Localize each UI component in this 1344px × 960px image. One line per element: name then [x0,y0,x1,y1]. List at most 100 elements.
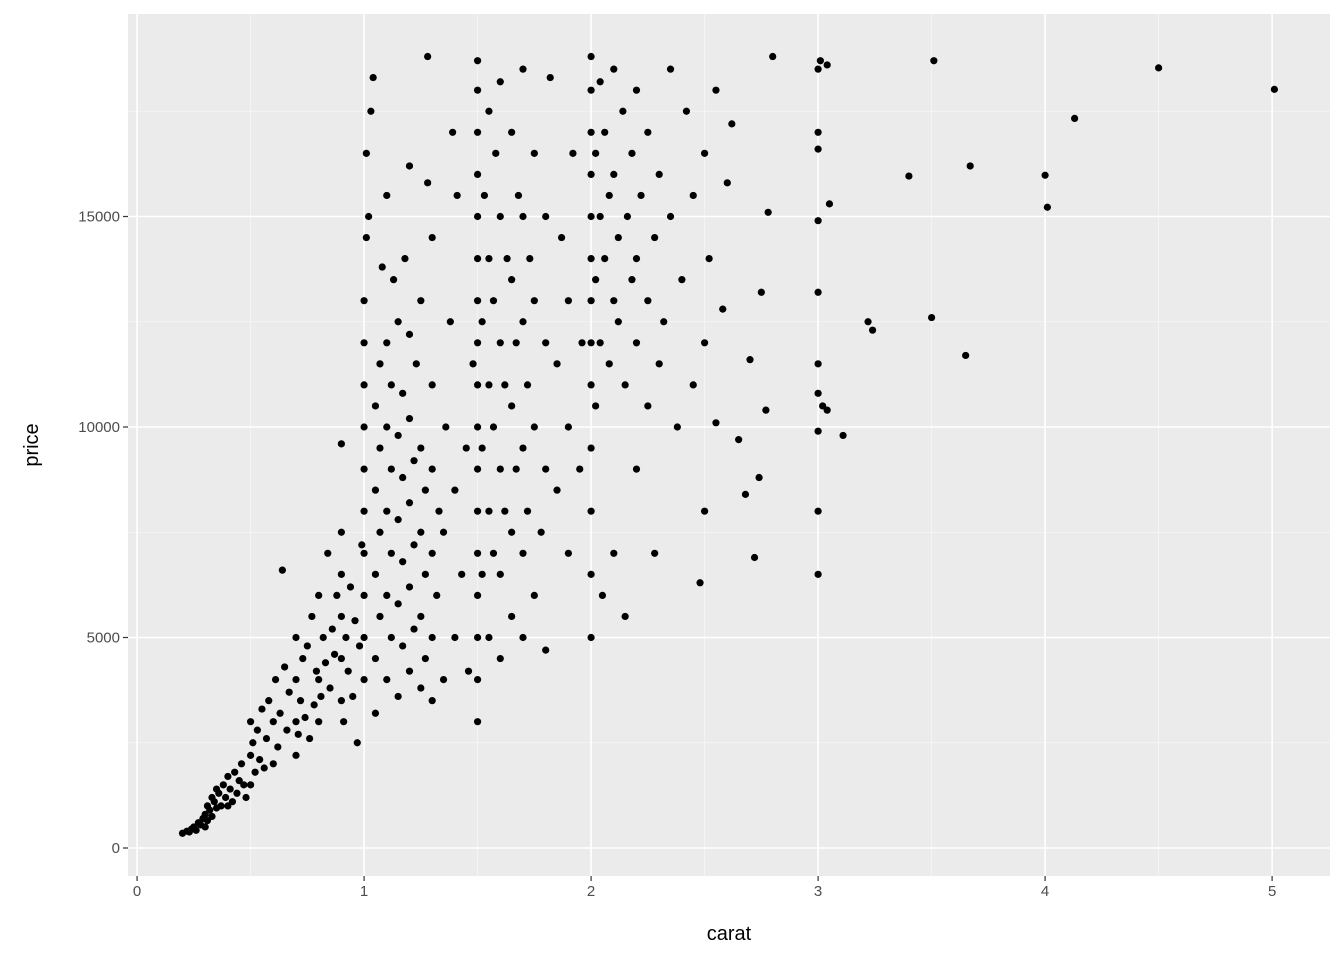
data-point [485,507,493,515]
data-point [439,528,448,536]
data-point [564,423,572,431]
data-point [228,798,237,806]
data-point [324,549,332,557]
data-point [319,633,327,642]
data-point [592,276,600,284]
data-point [410,541,418,549]
data-point [712,86,720,94]
data-point [294,730,302,738]
data-point [473,57,482,65]
data-point [655,360,663,368]
data-point [412,360,420,368]
data-point [410,457,418,465]
data-point [246,781,255,789]
data-point [473,633,482,642]
data-point [276,709,284,717]
data-point [542,339,550,347]
data-point [326,684,334,692]
data-point [605,191,613,200]
data-point [819,402,827,410]
data-point [306,734,314,743]
data-point [337,697,345,705]
data-point [405,414,414,423]
data-point [1043,203,1051,211]
data-point [464,667,473,675]
data-point [235,777,243,785]
x-tick-label: 1 [360,883,368,900]
data-point [905,172,913,180]
data-point [417,444,425,452]
data-point [537,528,545,536]
data-point [371,570,380,578]
data-point [930,57,938,65]
data-point [814,288,822,296]
data-point [292,718,300,726]
data-point [814,128,822,136]
data-point [394,318,402,326]
data-point [632,255,641,263]
data-point [496,465,504,473]
data-point [394,516,402,524]
data-point [301,713,309,722]
data-point [839,431,847,440]
data-point [399,558,407,566]
x-tick-label: 4 [1041,883,1049,900]
data-point [237,760,246,768]
data-point [224,802,232,810]
data-point [351,617,359,625]
data-point [868,326,877,334]
data-point [587,212,595,221]
data-point [587,444,595,452]
data-point [557,233,566,242]
data-point [296,697,305,705]
data-point [496,654,504,663]
data-point [362,149,370,157]
data-point [712,419,720,427]
data-point [299,654,307,663]
data-point [337,612,345,621]
data-point [576,465,584,473]
data-point [367,107,375,115]
data-point [378,263,386,271]
data-point [825,200,834,208]
data-point [512,339,520,347]
data-point [508,276,516,284]
data-point [233,789,241,797]
data-point [564,549,572,557]
data-point [644,128,652,136]
data-point [682,107,691,115]
data-point [723,179,731,187]
data-point [596,339,604,347]
data-point [651,233,659,242]
data-point [281,663,289,671]
data-point [262,734,271,743]
data-point [376,444,384,452]
data-point [508,402,516,410]
data-point [253,726,261,734]
data-point [399,389,407,397]
data-point [360,297,368,305]
data-point [519,444,527,452]
data-point [601,255,609,263]
data-point [274,743,282,751]
data-point [578,339,586,347]
data-point [598,591,607,600]
data-point [315,676,323,684]
data-point [217,802,225,810]
data-point [610,297,618,305]
data-point [546,73,554,82]
data-point [587,52,595,61]
data-point [530,591,538,600]
data-point [201,823,209,831]
data-point [310,701,318,709]
data-point [966,162,974,170]
data-point [719,305,727,313]
data-point [523,507,532,515]
data-point [208,812,216,821]
data-point [553,360,561,368]
data-point [473,676,482,684]
data-point [814,570,822,578]
data-point [605,360,613,368]
data-point [308,612,316,621]
data-point [469,360,477,368]
